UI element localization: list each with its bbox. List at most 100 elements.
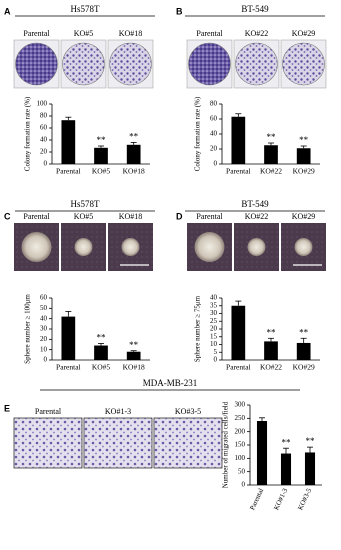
y-tick-label: 60 (210, 115, 218, 123)
panel-title: MDA-MB-231 (143, 378, 198, 388)
x-tick-label: KO#18 (123, 363, 145, 372)
image-sphere (21, 232, 52, 262)
x-tick-label: KO#18 (123, 167, 145, 176)
panel-title: Hs578T (71, 199, 101, 209)
y-tick-label: 30 (40, 325, 48, 333)
y-tick-label: 40 (210, 130, 218, 138)
x-tick-label: KO#29 (293, 363, 315, 372)
y-tick-label: 40 (40, 314, 48, 322)
y-tick-label: 20 (40, 148, 48, 156)
y-tick-label: 10 (40, 345, 48, 353)
significance: ** (97, 333, 107, 343)
panel-title: BT-549 (241, 199, 269, 209)
y-tick-label: 35 (210, 301, 218, 309)
significance: ** (97, 135, 107, 145)
significance: ** (129, 340, 139, 350)
y-tick-label: 250 (235, 414, 246, 422)
image-sphere (121, 238, 140, 256)
y-axis-label: Colony formation rate (%) (24, 96, 32, 171)
bar (304, 452, 316, 485)
image-label: KO#18 (119, 29, 143, 38)
image-label: KO#5 (74, 29, 94, 38)
image-dish (15, 42, 58, 86)
panel-letter: C (4, 211, 11, 221)
image-dish (235, 42, 278, 86)
y-tick-label: 60 (40, 294, 48, 302)
image-dish (62, 42, 105, 86)
x-tick-label: Parental (56, 363, 81, 372)
significance: ** (306, 436, 316, 446)
image (83, 417, 153, 469)
bar (296, 342, 311, 360)
image-label: KO#29 (292, 29, 316, 38)
x-tick-label: KO#29 (293, 167, 315, 176)
y-tick-label: 40 (210, 294, 218, 302)
x-tick-label: KO#5 (92, 363, 111, 372)
bar (94, 147, 108, 164)
x-tick-label: KO#1-3 (272, 487, 289, 512)
x-tick-label: KO#22 (260, 363, 282, 372)
image-label: Parental (196, 29, 223, 38)
panel-letter: D (176, 211, 183, 221)
image-dish (282, 42, 325, 86)
image-sphere (74, 238, 93, 256)
y-tick-label: 300 (235, 401, 246, 409)
image (13, 417, 83, 469)
image-label: KO#18 (119, 212, 143, 221)
image-dish (109, 42, 152, 86)
image-label: Parental (23, 212, 50, 221)
y-tick-label: 50 (40, 304, 48, 312)
y-tick-label: 20 (210, 325, 218, 333)
y-axis-label: Number of migrated cells/field (222, 401, 230, 488)
bar (61, 120, 76, 164)
image-label: KO#29 (292, 212, 316, 221)
y-tick-label: 200 (235, 427, 246, 435)
y-tick-label: 10 (210, 340, 218, 348)
significance: ** (129, 131, 139, 141)
y-axis-label: Sphere number ≥ 100μm (24, 294, 32, 364)
bar (231, 305, 246, 360)
panel-title: Hs578T (71, 4, 101, 14)
bar (264, 145, 278, 164)
y-axis-label: Sphere number ≥ 75μm (194, 295, 202, 362)
bar (256, 421, 268, 485)
y-tick-label: 30 (210, 309, 218, 317)
image-sphere (194, 232, 225, 262)
bar (126, 144, 141, 164)
image-sphere (294, 238, 313, 256)
image-label: KO#22 (245, 212, 269, 221)
y-tick-label: 20 (210, 145, 218, 153)
image-label: Parental (23, 29, 50, 38)
y-tick-label: 25 (210, 317, 218, 325)
bar (296, 148, 311, 164)
image-label: Parental (35, 407, 62, 416)
bar (61, 316, 76, 360)
image (153, 417, 223, 469)
panel-letter: A (4, 6, 11, 16)
image-label: KO#5 (74, 212, 94, 221)
bar (126, 351, 141, 360)
significance: ** (299, 327, 309, 337)
y-tick-label: 0 (214, 356, 218, 364)
image-sphere (247, 238, 266, 256)
y-tick-label: 80 (210, 100, 218, 108)
y-tick-label: 5 (214, 348, 218, 356)
y-tick-label: 100 (235, 454, 246, 462)
y-tick-label: 60 (40, 124, 48, 132)
x-tick-label: KO#5 (92, 167, 111, 176)
x-tick-label: Parental (226, 167, 251, 176)
bar (280, 453, 292, 485)
image-label: KO#3-5 (175, 407, 201, 416)
bar (94, 345, 108, 360)
panel-letter: B (176, 6, 183, 16)
significance: ** (267, 132, 277, 142)
bar (231, 116, 246, 164)
x-tick-label: Parental (56, 167, 81, 176)
image-label: Parental (196, 212, 223, 221)
panel-title: BT-549 (241, 4, 269, 14)
y-tick-label: 80 (40, 112, 48, 120)
x-tick-label: Parental (226, 363, 251, 372)
bar (264, 341, 278, 360)
image-label: KO#22 (245, 29, 269, 38)
